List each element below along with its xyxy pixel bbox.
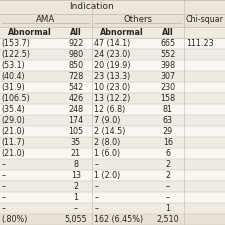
Text: 174: 174 <box>68 116 83 125</box>
Text: 552: 552 <box>160 50 175 59</box>
Text: 23 (13.3): 23 (13.3) <box>94 72 130 81</box>
Text: 47 (14.1): 47 (14.1) <box>94 39 130 48</box>
Bar <box>0 214 225 225</box>
Text: –: – <box>2 160 6 169</box>
Text: Abnormal: Abnormal <box>100 28 144 37</box>
Text: 111.23: 111.23 <box>186 39 214 48</box>
Text: Indication: Indication <box>70 2 114 11</box>
Text: Others: Others <box>124 15 153 24</box>
Text: 922: 922 <box>68 39 83 48</box>
Text: –: – <box>166 182 170 191</box>
Text: 1 (6.0): 1 (6.0) <box>94 149 120 158</box>
Text: (53.1): (53.1) <box>2 61 26 70</box>
Text: 1: 1 <box>73 193 78 202</box>
Text: All: All <box>70 28 82 37</box>
Text: 2 (14.5): 2 (14.5) <box>94 127 126 136</box>
Text: 8: 8 <box>73 160 78 169</box>
Text: 13: 13 <box>71 171 81 180</box>
Text: 307: 307 <box>160 72 175 81</box>
Text: 2: 2 <box>165 160 170 169</box>
Text: (21.0): (21.0) <box>2 149 26 158</box>
Text: –: – <box>2 182 6 191</box>
Text: Abnormal: Abnormal <box>8 28 52 37</box>
Text: AMA: AMA <box>36 15 56 24</box>
Text: –: – <box>2 171 6 180</box>
Text: (.80%): (.80%) <box>2 215 28 224</box>
Text: 248: 248 <box>68 105 83 114</box>
Text: 850: 850 <box>68 61 83 70</box>
Bar <box>0 27 225 38</box>
Text: –: – <box>94 193 98 202</box>
Text: (31.9): (31.9) <box>2 83 26 92</box>
Bar <box>0 148 225 159</box>
Text: 665: 665 <box>160 39 175 48</box>
Text: 20 (19.9): 20 (19.9) <box>94 61 131 70</box>
Text: 13 (12.2): 13 (12.2) <box>94 94 130 103</box>
Bar <box>0 49 225 60</box>
Bar <box>0 159 225 170</box>
Bar <box>0 126 225 137</box>
Text: 63: 63 <box>163 116 173 125</box>
Text: (106.5): (106.5) <box>2 94 31 103</box>
Text: (21.0): (21.0) <box>2 127 26 136</box>
Text: 162 (6.45%): 162 (6.45%) <box>94 215 143 224</box>
Bar <box>0 60 225 71</box>
Text: All: All <box>162 28 173 37</box>
Text: 230: 230 <box>160 83 175 92</box>
Text: 2 (8.0): 2 (8.0) <box>94 138 120 147</box>
Bar <box>0 192 225 203</box>
Text: (11.7): (11.7) <box>2 138 26 147</box>
Text: –: – <box>2 204 6 213</box>
Text: 7 (9.0): 7 (9.0) <box>94 116 121 125</box>
Text: 426: 426 <box>68 94 83 103</box>
Text: Chi-squar: Chi-squar <box>186 15 223 24</box>
Text: –: – <box>94 182 98 191</box>
Bar <box>0 203 225 214</box>
Text: 6: 6 <box>165 149 170 158</box>
Text: 10 (23.0): 10 (23.0) <box>94 83 130 92</box>
Text: 1: 1 <box>165 204 170 213</box>
Text: –: – <box>166 193 170 202</box>
Bar <box>0 115 225 126</box>
Bar <box>0 137 225 148</box>
Bar <box>0 82 225 93</box>
Text: –: – <box>94 160 98 169</box>
Text: 105: 105 <box>68 127 83 136</box>
Bar <box>0 181 225 192</box>
Bar <box>0 104 225 115</box>
Bar <box>0 93 225 104</box>
Text: 542: 542 <box>68 83 83 92</box>
Text: 728: 728 <box>68 72 83 81</box>
Text: 1 (2.0): 1 (2.0) <box>94 171 120 180</box>
Text: 980: 980 <box>68 50 83 59</box>
Text: –: – <box>74 204 78 213</box>
Text: 2,510: 2,510 <box>156 215 179 224</box>
Bar <box>0 14 225 27</box>
Text: 398: 398 <box>160 61 175 70</box>
Text: 21: 21 <box>71 149 81 158</box>
Bar <box>0 71 225 82</box>
Text: (153.7): (153.7) <box>2 39 31 48</box>
Bar <box>0 0 225 14</box>
Bar <box>0 170 225 181</box>
Text: 24 (23.0): 24 (23.0) <box>94 50 130 59</box>
Text: (29.0): (29.0) <box>2 116 26 125</box>
Text: 2: 2 <box>73 182 78 191</box>
Text: –: – <box>94 204 98 213</box>
Text: 29: 29 <box>163 127 173 136</box>
Text: (40.4): (40.4) <box>2 72 25 81</box>
Text: 158: 158 <box>160 94 175 103</box>
Bar <box>0 38 225 49</box>
Text: –: – <box>2 193 6 202</box>
Text: 35: 35 <box>71 138 81 147</box>
Text: 16: 16 <box>163 138 173 147</box>
Text: (122.5): (122.5) <box>2 50 31 59</box>
Text: 81: 81 <box>163 105 173 114</box>
Text: 5,055: 5,055 <box>64 215 87 224</box>
Text: 12 (6.8): 12 (6.8) <box>94 105 126 114</box>
Text: 2: 2 <box>165 171 170 180</box>
Text: (35.4): (35.4) <box>2 105 26 114</box>
